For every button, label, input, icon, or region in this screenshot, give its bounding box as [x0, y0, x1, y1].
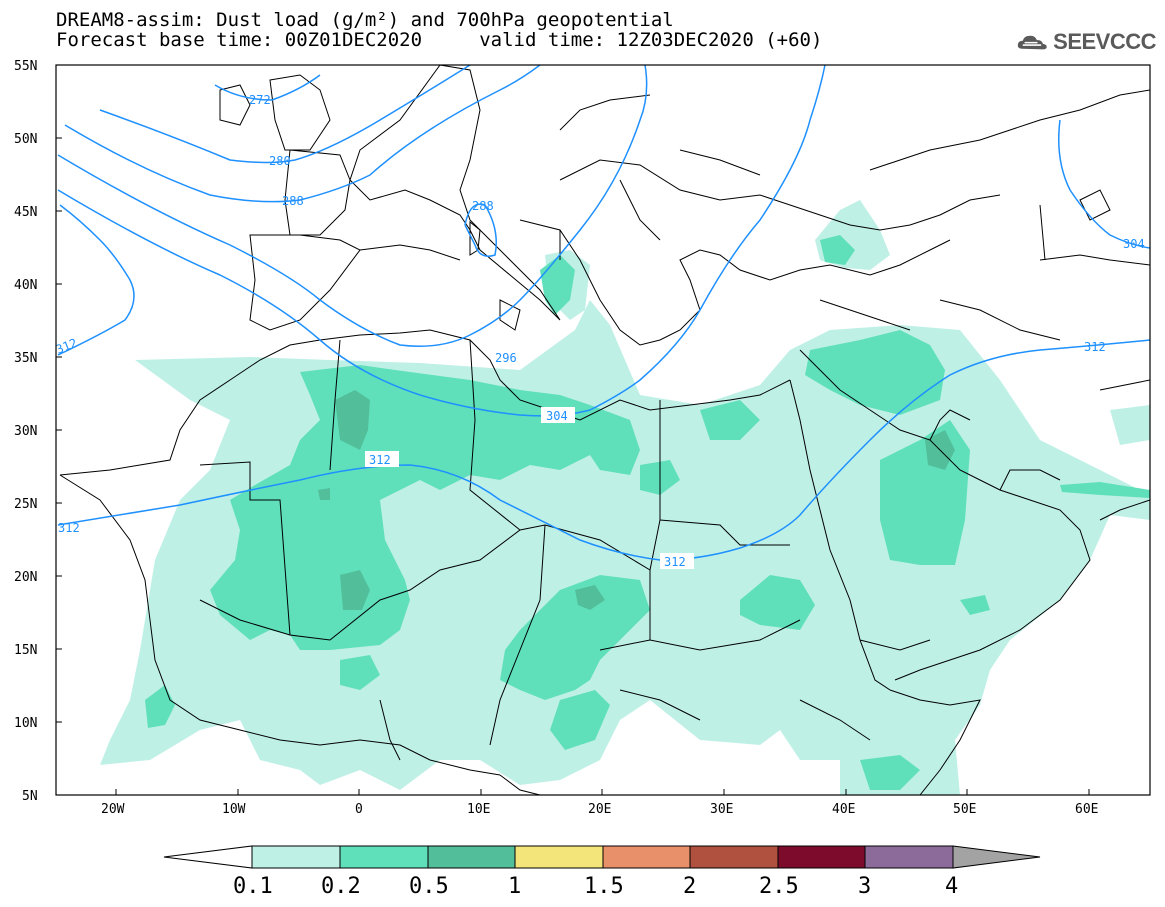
lat-label-50N: 50N: [14, 132, 37, 147]
contour-label-312-bg: [365, 451, 399, 467]
contour-label-296: 296: [495, 351, 517, 365]
seevccc-logo: SEEVCCC: [1016, 24, 1156, 60]
title-line-1: DREAM8-assim: Dust load (g/m²) and 700hP…: [56, 9, 674, 31]
colorbar-box-3: [864, 845, 954, 869]
colorbar-label-2: 2: [683, 874, 696, 899]
colorbar-box-0.1: [251, 845, 341, 869]
colorbar-above-arrow: [952, 845, 1041, 869]
lon-label-50E: 50E: [953, 802, 976, 817]
lat-label-20N: 20N: [14, 570, 37, 585]
map-title: DREAM8-assim: Dust load (g/m²) and 700hP…: [56, 10, 822, 50]
lat-label-10N: 10N: [14, 716, 37, 731]
contour-label-272: 272: [249, 93, 271, 107]
contour-label-312-west: 312: [54, 336, 79, 357]
contour-label-312-africa: 312: [369, 453, 391, 467]
title-line-2: Forecast base time: 00Z01DEC2020 valid t…: [56, 29, 823, 51]
colorbar-box-0.2: [339, 845, 429, 869]
colorbar-label-2.5: 2.5: [759, 874, 799, 899]
colorbar-box-1: [514, 845, 604, 869]
lon-label-40E: 40E: [832, 802, 855, 817]
longitude-axis: 20W 10W 0 10E 20E 30E 40E 50E 60E: [101, 789, 1098, 817]
colorbar-label-3: 3: [858, 874, 871, 899]
cloud-icon: [1017, 35, 1047, 50]
colorbar: [163, 845, 1041, 869]
colorbar-box-2: [689, 845, 779, 869]
lon-label-20E: 20E: [588, 802, 611, 817]
dust-load-shading: [100, 200, 1150, 795]
contour-label-304-med: 304: [546, 409, 568, 423]
lat-label-25N: 25N: [14, 497, 37, 512]
contour-label-288-italy: 288: [472, 199, 494, 213]
dust-level-0.5: [318, 390, 955, 610]
lat-label-55N: 55N: [14, 59, 37, 74]
coastlines-and-borders: [59, 65, 1150, 795]
contour-label-304-bg: [541, 407, 575, 423]
colorbar-box-1.5: [602, 845, 691, 869]
lat-label-5N: 5N: [22, 789, 38, 804]
colorbar-below-arrow: [163, 845, 253, 869]
lon-label-0: 0: [355, 802, 363, 817]
lat-label-30N: 30N: [14, 424, 37, 439]
contour-label-288-west: 288: [282, 194, 304, 208]
colorbar-label-0.5: 0.5: [409, 874, 449, 899]
contour-label-304-east: 304: [1123, 237, 1145, 251]
contour-label-312-sw: 312: [58, 521, 80, 535]
colorbar-label-4: 4: [945, 874, 958, 899]
colorbar-label-1.5: 1.5: [584, 874, 624, 899]
colorbar-label-0.2: 0.2: [321, 874, 361, 899]
colorbar-box-2.5: [777, 845, 866, 869]
lon-label-30E: 30E: [710, 802, 733, 817]
contour-label-280: 280: [269, 154, 291, 168]
lat-label-15N: 15N: [14, 643, 37, 658]
lat-label-45N: 45N: [14, 205, 37, 220]
contour-label-312-sudan-bg: [660, 553, 694, 569]
lon-label-10E: 10E: [467, 802, 490, 817]
lon-label-20W: 20W: [101, 802, 125, 817]
lon-label-10W: 10W: [222, 802, 246, 817]
colorbar-box-0.5: [427, 845, 516, 869]
lon-label-60E: 60E: [1075, 802, 1098, 817]
contour-label-312-east: 312: [1084, 340, 1106, 354]
colorbar-label-0.1: 0.1: [233, 874, 273, 899]
lat-label-35N: 35N: [14, 351, 37, 366]
colorbar-labels: 0.1 0.2 0.5 1 1.5 2 2.5 3 4: [233, 874, 958, 899]
contour-label-312-sudan: 312: [664, 555, 686, 569]
latitude-axis: 55N 50N 45N 40N 35N 30N 25N 20N 15N 10N …: [14, 59, 62, 804]
lat-label-40N: 40N: [14, 278, 37, 293]
colorbar-label-1: 1: [508, 874, 521, 899]
contour-labels: 272 280 288 288 296 304 304 312 312 312 …: [54, 93, 1145, 569]
logo-text: SEEVCCC: [1053, 29, 1156, 54]
